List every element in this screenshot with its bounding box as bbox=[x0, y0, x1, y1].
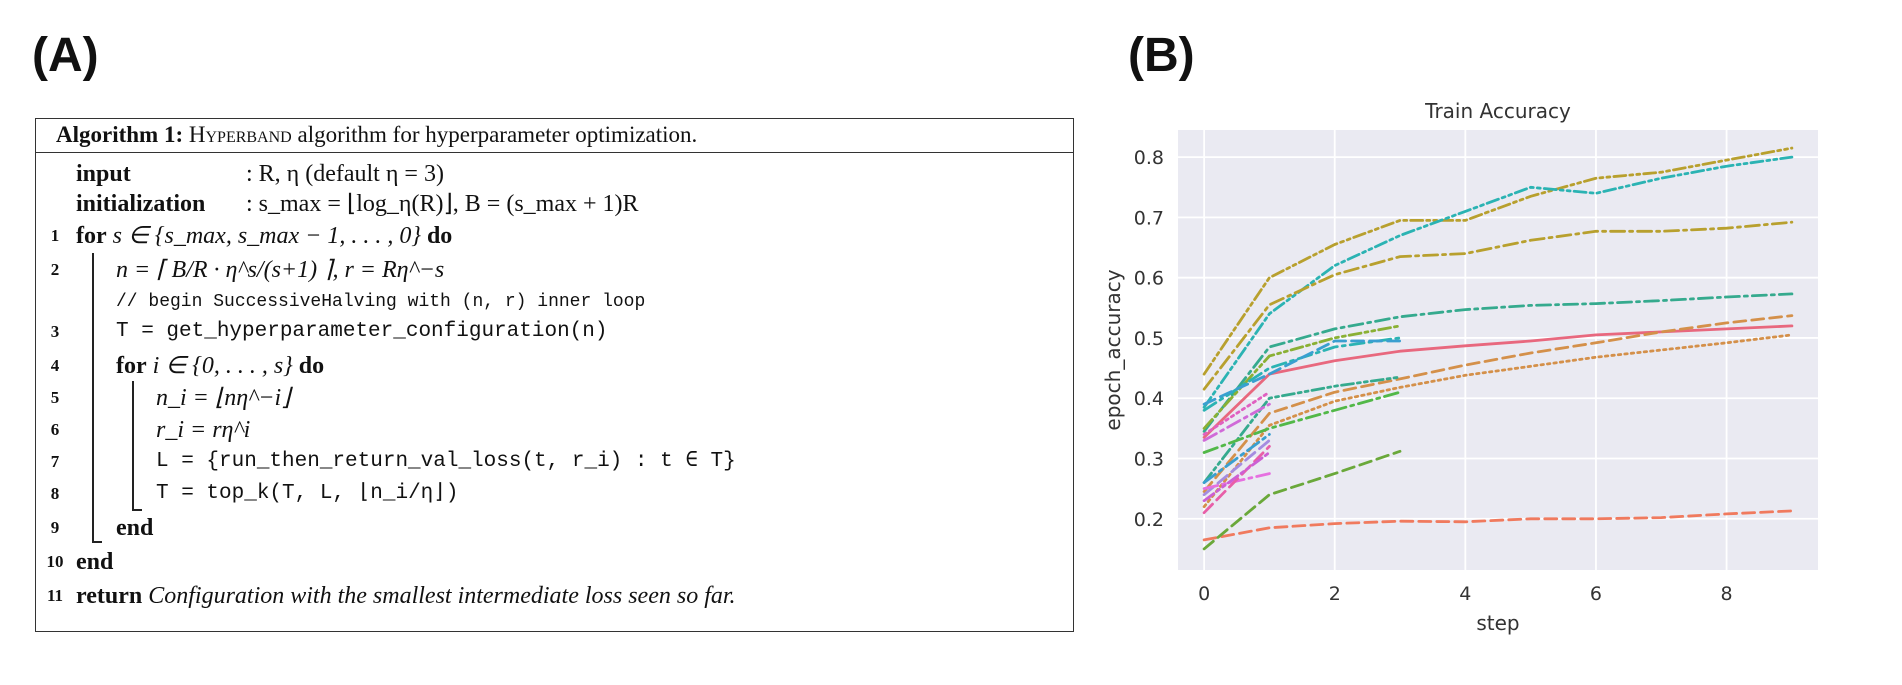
algo-line-3: 3 T = get_hyperparameter_configuration(n… bbox=[36, 317, 1073, 347]
series-line bbox=[1202, 390, 1402, 454]
line-number: 2 bbox=[50, 260, 60, 279]
algo-text: L = {run_then_return_val_loss(t, r_i) : … bbox=[156, 450, 736, 473]
algo-keyword: do bbox=[426, 223, 453, 249]
inner-for-block-guide bbox=[132, 381, 134, 509]
algo-line-10: 10 end bbox=[36, 547, 1073, 577]
algo-text: n = ⌈ B/R · η^s/(s+1) ⌉, r = Rη^−s bbox=[116, 257, 445, 283]
algo-line-11: 11 return Configuration with the smalles… bbox=[36, 581, 1073, 611]
x-tick-label: 0 bbox=[1198, 583, 1210, 605]
algo-line-5: 5 n_i = ⌊nη^−i⌋ bbox=[36, 383, 1073, 413]
inner-for-block-end-tick bbox=[132, 509, 142, 511]
algo-line-1: 1 for s ∈ {s_max, s_max − 1, . . . , 0} … bbox=[36, 221, 1073, 251]
series-line bbox=[1202, 509, 1794, 542]
series-line bbox=[1202, 432, 1271, 485]
algo-text: s ∈ {s_max, s_max − 1, . . . , 0} bbox=[112, 223, 421, 249]
algo-line-comment: // begin SuccessiveHalving with (n, r) i… bbox=[36, 287, 1073, 317]
line-number: 7 bbox=[50, 452, 60, 471]
y-tick-label: 0.7 bbox=[1134, 207, 1164, 229]
y-tick-labels: 0.2 0.3 0.4 0.5 0.6 0.7 0.8 bbox=[1134, 147, 1164, 531]
for-block-guide bbox=[92, 253, 94, 541]
algo-line-init: initialization : s_max = ⌊log_η(R)⌋, B =… bbox=[36, 189, 1073, 219]
line-number: 5 bbox=[50, 388, 60, 407]
algorithm-name: Hyperband bbox=[188, 122, 292, 147]
algo-keyword: do bbox=[298, 353, 325, 379]
algo-keyword: for bbox=[116, 353, 147, 379]
train-accuracy-chart: 0.2 0.3 0.4 0.5 0.6 0.7 0.8 0 2 4 6 8 Train Accura… bbox=[1101, 99, 1818, 635]
panel-a-label: (A) bbox=[32, 29, 99, 82]
x-tick-labels: 0 2 4 6 8 bbox=[1198, 583, 1733, 605]
algorithm-box: Algorithm 1: Hyperband algorithm for hyp… bbox=[35, 118, 1074, 632]
series-line bbox=[1202, 324, 1794, 439]
algo-keyword: input bbox=[76, 161, 131, 187]
line-number: 10 bbox=[46, 552, 64, 571]
x-tick-label: 8 bbox=[1721, 583, 1733, 605]
algo-line-input: input : R, η (default η = 3) bbox=[36, 159, 1073, 189]
grid-lines bbox=[1178, 130, 1818, 570]
y-tick-label: 0.4 bbox=[1134, 388, 1164, 410]
x-tick-label: 2 bbox=[1329, 583, 1341, 605]
algo-text: T = top_k(T, L, ⌊n_i/η⌋) bbox=[156, 482, 459, 505]
x-tick-label: 6 bbox=[1590, 583, 1602, 605]
algo-line-6: 6 r_i = rη^i bbox=[36, 415, 1073, 445]
series-line bbox=[1202, 444, 1271, 515]
algo-comment: // begin SuccessiveHalving with (n, r) i… bbox=[116, 292, 646, 312]
y-tick-label: 0.3 bbox=[1134, 448, 1164, 470]
series-line bbox=[1202, 451, 1271, 503]
line-number: 11 bbox=[46, 586, 64, 605]
y-tick-label: 0.6 bbox=[1134, 268, 1164, 290]
y-tick-label: 0.8 bbox=[1134, 147, 1164, 169]
algo-keyword: end bbox=[76, 549, 114, 575]
line-number: 6 bbox=[50, 420, 60, 439]
series-line bbox=[1202, 339, 1402, 406]
series-line bbox=[1202, 438, 1271, 497]
algo-text: T = get_hyperparameter_configuration(n) bbox=[116, 320, 608, 343]
series-line bbox=[1202, 333, 1794, 509]
series-line bbox=[1202, 220, 1794, 391]
algo-text: : R, η (default η = 3) bbox=[246, 161, 444, 187]
series-line bbox=[1202, 402, 1271, 442]
algorithm-header-text: algorithm for hyperparameter optimizatio… bbox=[297, 122, 698, 147]
algo-text: n_i = ⌊nη^−i⌋ bbox=[156, 385, 291, 411]
algo-text: Configuration with the smallest intermed… bbox=[148, 583, 736, 609]
series-line bbox=[1202, 314, 1794, 494]
y-tick-label: 0.5 bbox=[1134, 328, 1164, 350]
series-line bbox=[1202, 390, 1271, 436]
x-axis-title: step bbox=[1476, 611, 1519, 635]
line-number: 9 bbox=[50, 518, 60, 537]
line-number: 3 bbox=[50, 322, 60, 341]
algo-text: : s_max = ⌊log_η(R)⌋, B = (s_max + 1)R bbox=[246, 191, 639, 217]
algo-keyword: return bbox=[76, 583, 143, 609]
algo-line-9: 9 end bbox=[36, 513, 1073, 543]
y-tick-label: 0.2 bbox=[1134, 509, 1164, 531]
algo-text: r_i = rη^i bbox=[156, 417, 251, 443]
line-number: 8 bbox=[50, 484, 60, 503]
line-number: 1 bbox=[50, 226, 60, 245]
algo-keyword: end bbox=[116, 515, 154, 541]
algo-line-2: 2 n = ⌈ B/R · η^s/(s+1) ⌉, r = Rη^−s bbox=[36, 255, 1073, 285]
series-line bbox=[1202, 449, 1402, 551]
algo-text: i ∈ {0, . . . , s} bbox=[152, 353, 293, 379]
algorithm-header: Algorithm 1: Hyperband algorithm for hyp… bbox=[36, 119, 1073, 153]
algo-line-7: 7 L = {run_then_return_val_loss(t, r_i) … bbox=[36, 447, 1073, 477]
algo-line-4: 4 for i ∈ {0, . . . , s} do bbox=[36, 351, 1073, 381]
series-group bbox=[1202, 146, 1794, 551]
algo-line-8: 8 T = top_k(T, L, ⌊n_i/η⌋) bbox=[36, 479, 1073, 509]
chart-title: Train Accuracy bbox=[1424, 99, 1571, 123]
series-line bbox=[1202, 292, 1794, 433]
for-block-end-tick bbox=[92, 541, 102, 543]
series-line bbox=[1202, 324, 1402, 430]
algorithm-header-label: Algorithm 1: bbox=[56, 122, 184, 147]
algo-keyword: initialization bbox=[76, 191, 206, 217]
y-axis-title: epoch_accuracy bbox=[1101, 269, 1125, 430]
panel-b-label: (B) bbox=[1128, 29, 1195, 82]
series-line bbox=[1202, 146, 1794, 376]
plot-area bbox=[1178, 130, 1818, 570]
line-number: 4 bbox=[50, 356, 60, 375]
x-tick-label: 4 bbox=[1459, 583, 1471, 605]
algo-keyword: for bbox=[76, 223, 107, 249]
